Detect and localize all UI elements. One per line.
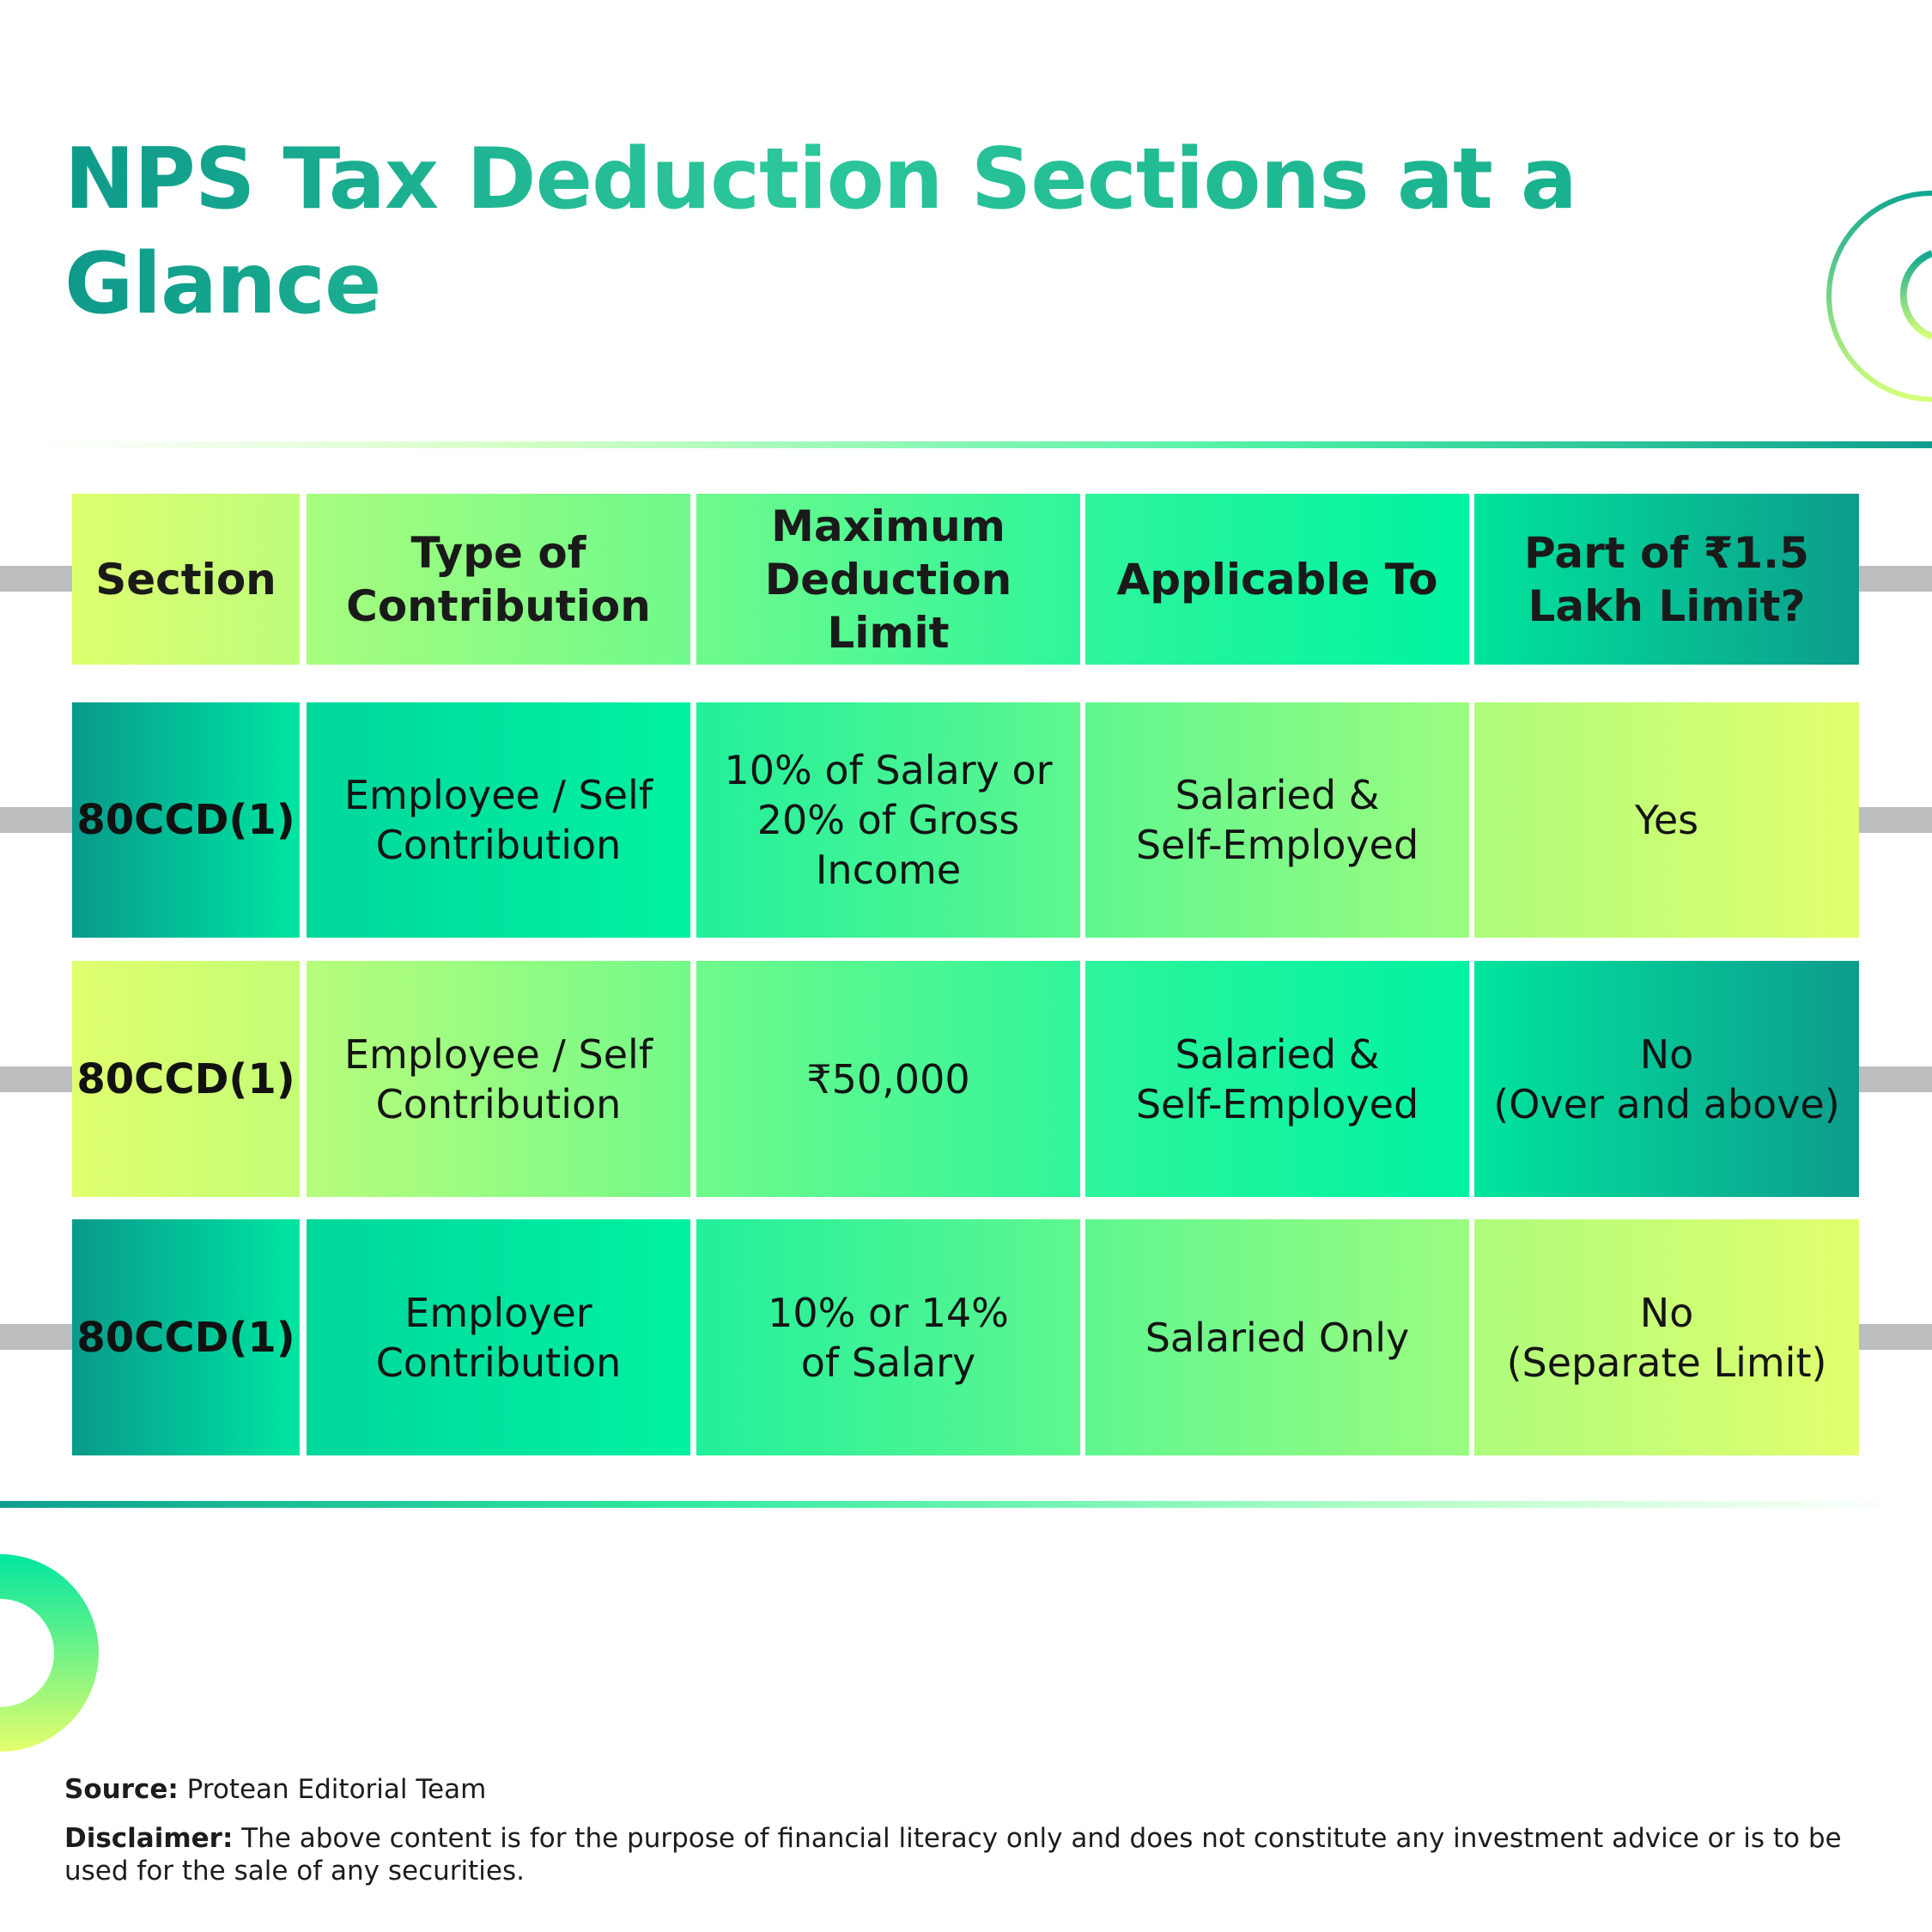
table-row-1-type: Employee / Self Contribution	[307, 702, 690, 938]
ring-decoration-icon	[1826, 191, 1932, 402]
table-row-1-limit: 10% of Salary or 20% of Gross Income	[696, 702, 1080, 938]
header-applicable: Applicable To	[1085, 494, 1469, 665]
table-row-3-type: Employer Contribution	[307, 1219, 690, 1455]
table-row-3-part-of-limit: No (Separate Limit)	[1474, 1219, 1859, 1455]
row-connector	[0, 566, 73, 592]
row-connector	[0, 1066, 73, 1092]
row-connector	[0, 1324, 73, 1350]
disclaimer-note: Disclaimer: The above content is for the…	[64, 1823, 1842, 1886]
row-connector	[1855, 566, 1932, 592]
table-row-2-part-of-limit: No (Over and above)	[1474, 961, 1859, 1197]
page-title: NPS Tax Deduction Sections at a Glance	[64, 127, 1610, 337]
table-row-2-limit: ₹50,000	[696, 961, 1080, 1197]
row-connector	[1855, 807, 1932, 833]
header-section: Section	[72, 494, 300, 665]
table-row-2-section: 80CCD(1)	[72, 961, 300, 1197]
table-row-2-applicable: Salaried & Self-Employed	[1085, 961, 1469, 1197]
table-row-1-applicable: Salaried & Self-Employed	[1085, 702, 1469, 938]
header-part-of-limit: Part of ₹1.5 Lakh Limit?	[1474, 494, 1859, 665]
ring-decoration-icon	[0, 1554, 99, 1752]
header-type: Type of Contribution	[307, 494, 690, 665]
bottom-divider	[0, 1501, 1902, 1508]
row-connector	[0, 807, 73, 833]
table-row-3-section: 80CCD(1)	[72, 1219, 300, 1455]
source-note: Source: Protean Editorial Team	[64, 1774, 487, 1805]
table-row-3-limit: 10% or 14% of Salary	[696, 1219, 1080, 1455]
header-max-limit: Maximum Deduction Limit	[696, 494, 1080, 665]
top-divider	[34, 441, 1932, 448]
table-row-2-type: Employee / Self Contribution	[307, 961, 690, 1197]
row-connector	[1855, 1066, 1932, 1092]
table-row-1-part-of-limit: Yes	[1474, 702, 1859, 938]
table-row-3-applicable: Salaried Only	[1085, 1219, 1469, 1455]
table-row-1-section: 80CCD(1)	[72, 702, 300, 938]
row-connector	[1855, 1324, 1932, 1350]
